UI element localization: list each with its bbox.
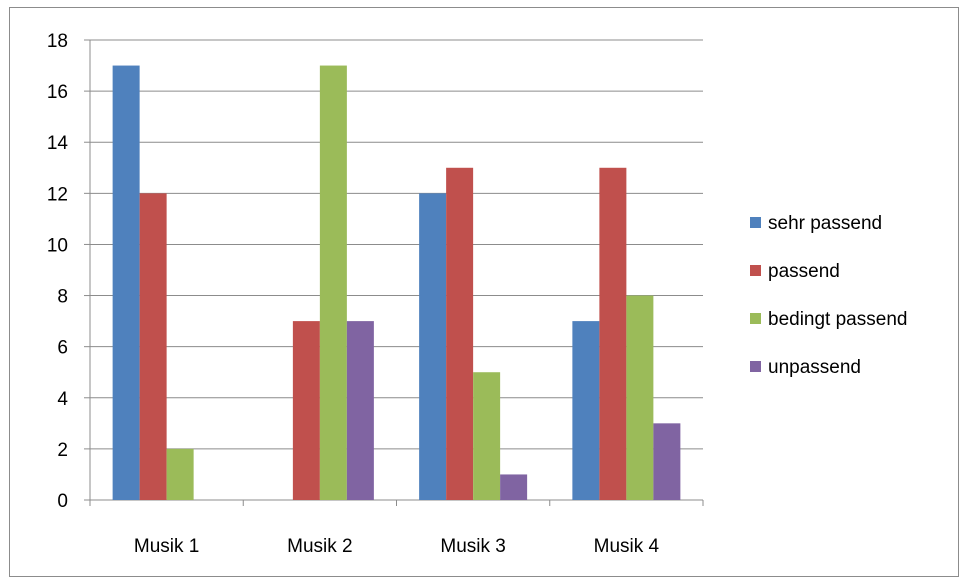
legend-swatch-sehr-passend [750, 217, 761, 228]
bar-passend-Musik-3 [446, 167, 474, 500]
y-tick-label: 4 [57, 389, 68, 410]
y-axis-ticks: 0 2 4 6 8 10 12 14 16 18 [47, 31, 90, 512]
legend-swatch-unpassend [750, 361, 761, 372]
legend-label-unpassend: unpassend [768, 357, 861, 378]
bar-bedingt-passend-Musik-1 [166, 448, 194, 500]
y-tick-label: 8 [57, 287, 68, 308]
y-tick-label: 10 [47, 235, 68, 256]
y-tick-label: 6 [57, 338, 68, 359]
y-tick-label: 12 [47, 184, 68, 205]
y-tick-label: 18 [47, 31, 68, 52]
y-tick-label: 2 [57, 440, 68, 461]
legend-swatch-passend [750, 265, 761, 276]
bar-unpassend-Musik-3 [500, 474, 528, 500]
x-category-label: Musik 2 [287, 536, 352, 557]
bars [112, 65, 681, 501]
legend: sehr passend passend bedingt passend unpass… [750, 213, 907, 378]
legend-label-bedingt-passend: bedingt passend [768, 309, 907, 330]
bar-passend-Musik-1 [139, 193, 167, 501]
bar-sehr-passend-Musik-4 [572, 321, 600, 500]
y-tick-label: 0 [57, 491, 68, 512]
bar-sehr-passend-Musik-1 [112, 65, 140, 501]
bar-unpassend-Musik-2 [346, 321, 374, 500]
y-tick-label: 14 [47, 133, 69, 154]
bar-bedingt-passend-Musik-3 [473, 372, 501, 500]
x-category-label: Musik 1 [134, 536, 199, 557]
x-axis-categories: Musik 1 Musik 2 Musik 3 Musik 4 [89, 500, 704, 557]
bar-passend-Musik-2 [292, 321, 320, 500]
bar-bedingt-passend-Musik-2 [319, 65, 347, 501]
legend-label-sehr-passend: sehr passend [768, 213, 882, 234]
x-category-label: Musik 4 [594, 536, 660, 557]
bar-passend-Musik-4 [599, 167, 627, 500]
legend-label-passend: passend [768, 261, 840, 282]
x-category-label: Musik 3 [440, 536, 505, 557]
bar-bedingt-passend-Musik-4 [626, 295, 654, 500]
bar-sehr-passend-Musik-3 [419, 193, 447, 501]
bar-unpassend-Musik-4 [653, 423, 681, 500]
legend-swatch-bedingt-passend [750, 313, 761, 324]
y-tick-label: 16 [47, 82, 68, 103]
